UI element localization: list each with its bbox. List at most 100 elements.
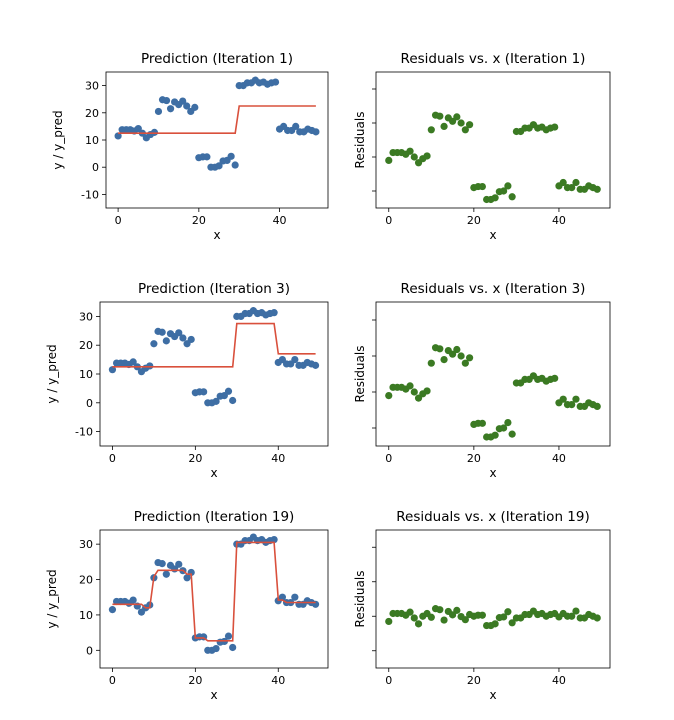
- residual-point: [559, 178, 567, 187]
- residual-point: [559, 395, 567, 403]
- x-tick-label: 0: [385, 452, 392, 465]
- residual-point: [440, 616, 448, 624]
- data-point: [162, 337, 170, 345]
- residual-point: [568, 184, 576, 192]
- y-tick-label: 10: [79, 368, 93, 381]
- data-point: [166, 105, 175, 113]
- data-point: [179, 97, 187, 105]
- plot-frame: [99, 529, 329, 669]
- data-point: [292, 122, 300, 130]
- residual-point: [504, 182, 512, 190]
- data-point: [146, 362, 154, 370]
- y-tick-label: 30: [85, 80, 99, 93]
- data-point: [129, 358, 137, 366]
- residual-point: [410, 153, 418, 161]
- residual-point: [440, 356, 448, 364]
- residual-point: [572, 395, 580, 403]
- chart-title: Residuals vs. x (Iteration 3): [401, 281, 586, 297]
- residual-point: [410, 614, 418, 622]
- residual-point: [504, 419, 512, 427]
- x-tick-label: 40: [271, 674, 285, 687]
- plot-frame: [375, 301, 611, 447]
- plot-frame: [375, 529, 611, 669]
- residual-point: [572, 607, 580, 615]
- x-tick-label: 20: [467, 214, 481, 227]
- chart-title: Prediction (Iteration 19): [134, 509, 295, 525]
- data-point: [187, 335, 195, 344]
- residual-point: [423, 152, 431, 160]
- data-point: [229, 396, 237, 405]
- data-point: [158, 328, 166, 336]
- residual-point: [406, 608, 414, 616]
- residual-point: [423, 387, 431, 395]
- data-point: [215, 162, 223, 170]
- data-point: [134, 124, 142, 133]
- residual-point: [427, 359, 435, 367]
- data-point: [203, 153, 211, 161]
- x-tick-label: 0: [385, 674, 392, 687]
- residual-point: [406, 147, 414, 155]
- data-point: [278, 593, 286, 601]
- data-point: [191, 103, 199, 111]
- data-point: [150, 340, 158, 348]
- residual-point: [466, 354, 474, 362]
- data-point: [108, 606, 117, 614]
- x-tick-label: 0: [109, 674, 116, 687]
- plot-frame: [99, 301, 329, 447]
- x-axis-label: x: [489, 466, 496, 480]
- x-tick-label: 0: [109, 452, 116, 465]
- data-point: [158, 560, 166, 568]
- plot-frame: [375, 71, 611, 209]
- residual-point: [551, 123, 559, 131]
- y-tick-label: 30: [79, 538, 93, 551]
- y-axis-label: y / y_pred: [45, 569, 59, 628]
- residual-point: [448, 611, 457, 619]
- y-tick-label: 20: [79, 574, 93, 587]
- chart-title: Prediction (Iteration 3): [138, 281, 290, 297]
- residual-point: [491, 194, 499, 202]
- residual-point: [551, 374, 559, 382]
- data-point: [311, 361, 320, 369]
- residual-point: [568, 401, 576, 409]
- residual-point: [453, 113, 461, 121]
- y-tick-label: 10: [79, 609, 93, 622]
- residual-point: [453, 345, 461, 354]
- x-tick-label: 40: [552, 452, 566, 465]
- data-point: [183, 574, 191, 582]
- residual-point: [504, 608, 512, 616]
- y-tick-label: -10: [75, 426, 93, 439]
- data-point: [224, 632, 233, 640]
- y-axis-label: Residuals: [353, 571, 367, 628]
- y-tick-label: 0: [86, 397, 93, 410]
- residual-point: [385, 392, 393, 400]
- y-axis-label: y / y_pred: [45, 344, 59, 403]
- y-axis-label: Residuals: [353, 346, 367, 403]
- residual-point: [500, 187, 508, 195]
- data-point: [162, 570, 170, 578]
- data-point: [270, 309, 278, 317]
- x-tick-label: 40: [552, 674, 566, 687]
- y-tick-label: 30: [79, 310, 93, 323]
- chart-title: Residuals vs. x (Iteration 19): [396, 509, 590, 525]
- data-point: [150, 128, 159, 136]
- data-point: [229, 643, 237, 652]
- y-tick-label: 0: [86, 644, 93, 657]
- residual-point: [508, 430, 516, 438]
- data-point: [231, 161, 239, 169]
- residual-point: [461, 126, 469, 134]
- x-tick-label: 20: [467, 674, 481, 687]
- x-tick-label: 20: [192, 214, 206, 227]
- residual-point: [461, 359, 469, 367]
- y-axis-label: Residuals: [353, 112, 367, 169]
- residual-point: [427, 126, 435, 134]
- x-tick-label: 40: [271, 452, 285, 465]
- data-point: [212, 397, 220, 405]
- prediction-line: [112, 322, 316, 368]
- x-axis-label: x: [489, 688, 496, 702]
- residual-point: [385, 617, 393, 626]
- x-tick-label: 40: [552, 214, 566, 227]
- x-tick-label: 40: [273, 214, 287, 227]
- data-point: [154, 107, 163, 116]
- residual-point: [500, 424, 508, 432]
- residual-point: [593, 402, 601, 410]
